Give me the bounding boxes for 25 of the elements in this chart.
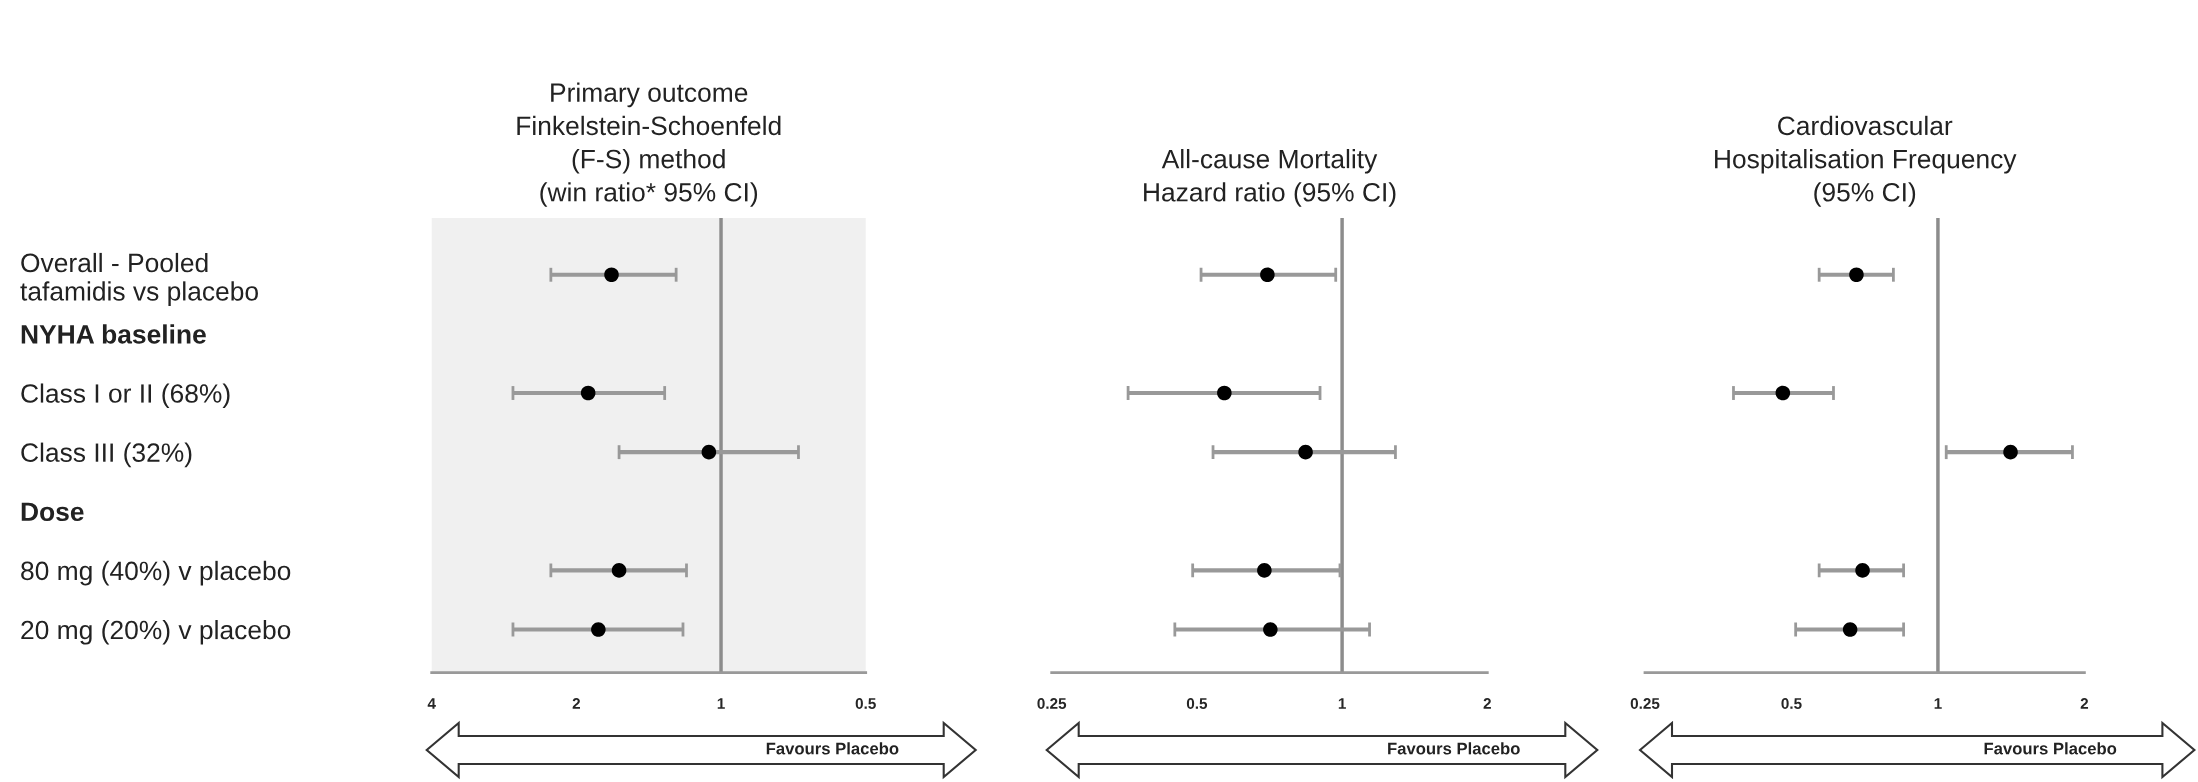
x-tick-label: 1	[1934, 698, 1942, 709]
x-tick-label: 2	[572, 698, 580, 709]
y-tick-label: 20 mg (20%) v placebo	[21, 619, 291, 645]
x-tick-label: 0.5	[855, 698, 876, 709]
x-tick-label: 0.5	[1186, 698, 1208, 709]
x-tick-label: 0.25	[1630, 698, 1660, 709]
y-tick-label: 80 mg (40%) v placebo	[21, 560, 291, 586]
x-tick-label: 4	[427, 698, 436, 709]
x-tick-label: 0.25	[1037, 698, 1067, 709]
text: Favours Placebo	[1984, 742, 2117, 755]
chart-title: Primary outcome Finkelstein-Schoenfeld (F-S) method (win ratio* 95% CI)	[517, 82, 781, 207]
text: Favours Placebo	[766, 742, 899, 755]
x-tick-label: 1	[1338, 698, 1346, 709]
x-tick-label: 2	[1483, 698, 1491, 709]
y-tick-label: Overall - Pooled tafamidis vs placebo	[20, 252, 258, 306]
x-tick-label: 1	[717, 698, 725, 709]
x-tick-label: 0.5	[1781, 698, 1802, 709]
y-tick-label: Dose	[21, 502, 84, 522]
x-tick-label: 2	[2080, 698, 2089, 709]
y-tick-label: NYHA baseline	[21, 324, 206, 344]
chart-title: All-cause Mortality Hazard ratio (95% CI)	[1144, 149, 1396, 207]
text: Favours Placebo	[1388, 742, 1520, 755]
y-tick-label: Class III (32%)	[21, 442, 192, 468]
y-tick-label: Class I or II (68%)	[21, 383, 230, 409]
chart-title: Cardiovascular Hospitalisation Frequency (95% CI)	[1715, 115, 2017, 207]
